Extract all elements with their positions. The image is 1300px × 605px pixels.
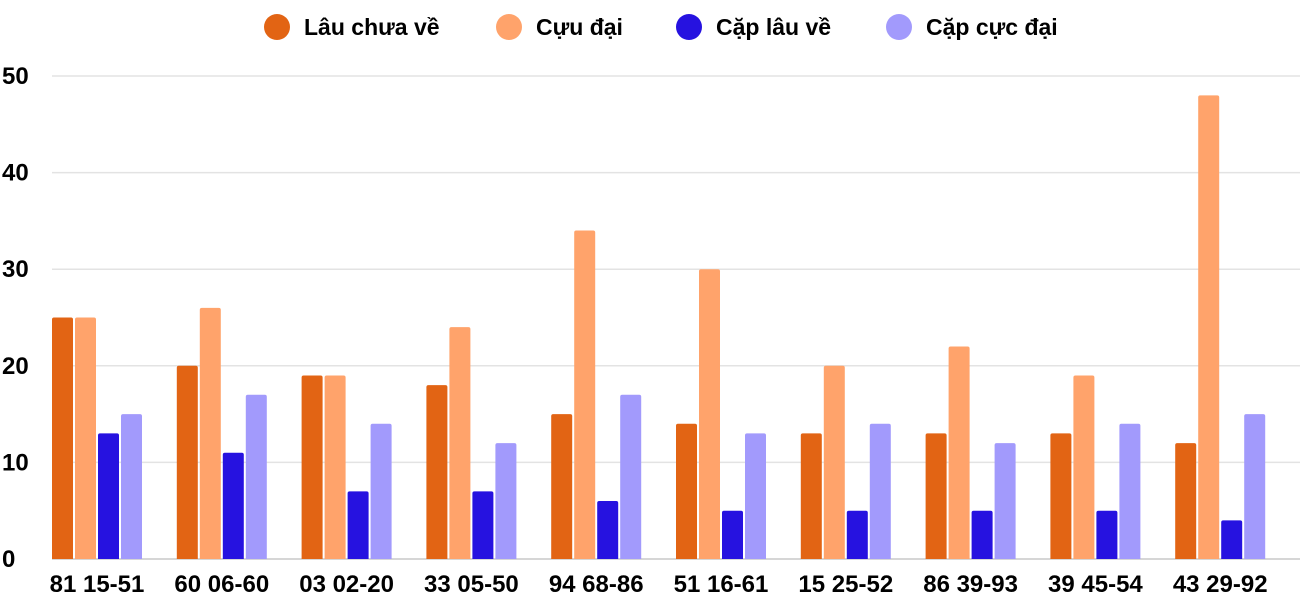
x-tick-label: 94 68-86 — [549, 571, 644, 598]
bar-4 — [121, 414, 142, 559]
x-tick-label: 33 05-50 — [424, 571, 519, 598]
x-tick-label: 81 15-51 — [50, 571, 145, 598]
y-tick-label: 30 — [2, 256, 29, 283]
bar-4 — [1119, 423, 1141, 559]
bar-3 — [1096, 510, 1118, 559]
bar-2 — [199, 307, 221, 559]
x-tick-label: 86 39-93 — [923, 571, 1018, 598]
bar-1 — [301, 375, 323, 559]
bar-2 — [948, 346, 970, 559]
bar-3 — [1221, 520, 1243, 559]
bar-1 — [176, 365, 198, 559]
bar-4 — [495, 443, 517, 559]
bar-1 — [1050, 433, 1072, 559]
bar-2 — [449, 327, 471, 559]
bar-3 — [472, 491, 494, 559]
bar-1 — [1175, 443, 1197, 559]
legend-label: Cặp lâu về — [716, 14, 831, 40]
x-tick-label: 43 29-92 — [1173, 571, 1268, 598]
y-tick-label: 20 — [2, 353, 29, 380]
bar-2 — [1073, 375, 1095, 559]
bar-1 — [800, 433, 822, 559]
bar-3 — [347, 491, 369, 559]
legend-marker — [886, 14, 912, 40]
bar-4 — [869, 423, 891, 559]
bar-3 — [722, 510, 743, 559]
bar-4 — [994, 443, 1016, 559]
bar-3 — [971, 510, 993, 559]
x-tick-label: 39 45-54 — [1048, 571, 1143, 598]
bar-3 — [222, 452, 244, 559]
bar-1 — [676, 423, 697, 559]
bar-2 — [1198, 95, 1220, 559]
bar-4 — [1244, 414, 1266, 559]
y-tick-label: 0 — [2, 546, 15, 573]
bar-1 — [52, 317, 73, 559]
bar-1 — [551, 414, 573, 559]
bar-4 — [370, 423, 392, 559]
bar-2 — [324, 375, 346, 559]
bar-1 — [925, 433, 947, 559]
bar-4 — [620, 394, 642, 559]
bar-2 — [823, 365, 845, 559]
legend-label: Cựu đại — [536, 14, 623, 40]
x-tick-label: 15 25-52 — [798, 571, 893, 598]
y-tick-label: 40 — [2, 160, 29, 187]
bar-3 — [98, 433, 119, 559]
bar-4 — [245, 394, 267, 559]
bar-3 — [846, 510, 868, 559]
x-tick-label: 51 16-61 — [674, 571, 769, 598]
bar-2 — [574, 230, 596, 559]
legend-marker — [676, 14, 702, 40]
bar-3 — [597, 501, 619, 559]
bar-1 — [426, 385, 448, 559]
legend-label: Cặp cực đại — [926, 14, 1058, 40]
bar-2 — [75, 317, 96, 559]
legend-marker — [496, 14, 522, 40]
y-tick-label: 50 — [2, 63, 29, 90]
x-tick-label: 60 06-60 — [174, 571, 269, 598]
legend-marker — [264, 14, 290, 40]
legend-label: Lâu chưa về — [304, 14, 440, 40]
x-tick-label: 03 02-20 — [299, 571, 394, 598]
y-tick-label: 10 — [2, 449, 29, 476]
bar-4 — [745, 433, 766, 559]
bar-2 — [699, 269, 720, 559]
